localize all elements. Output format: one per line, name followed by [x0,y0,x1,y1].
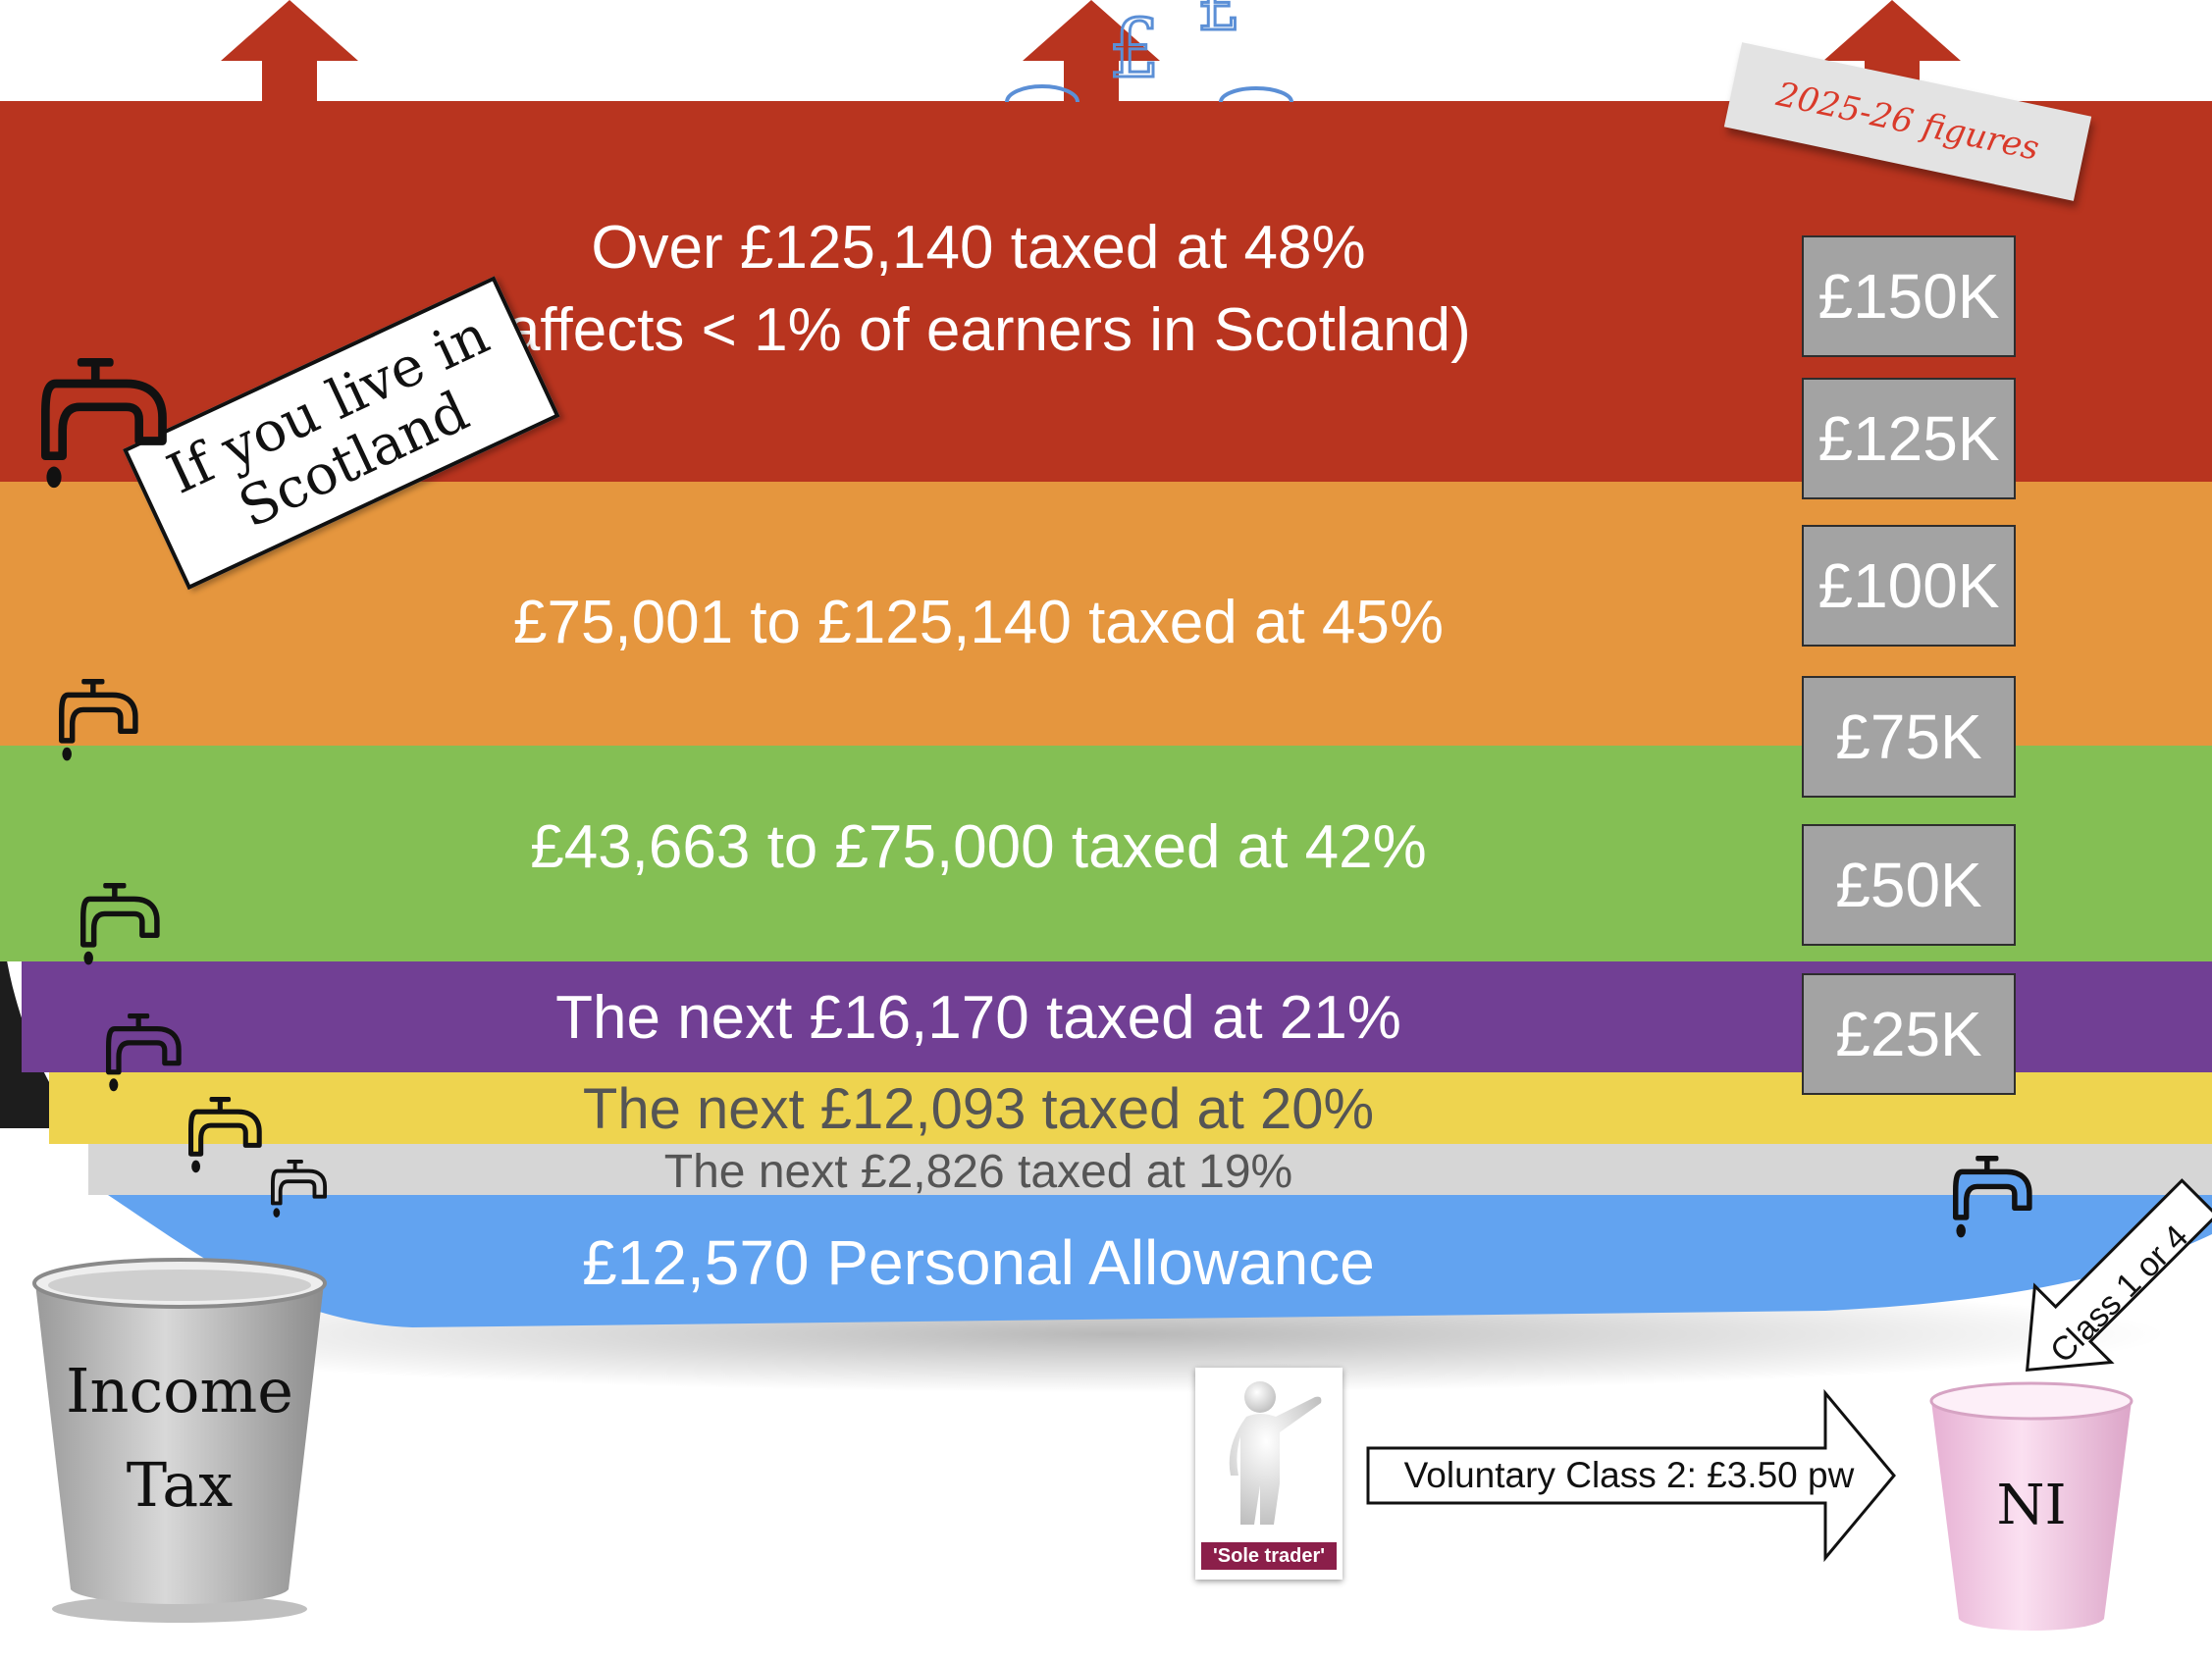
income-marker-125k: £125K [1802,378,2016,499]
sole-trader-label: 'Sole trader' [1201,1542,1337,1570]
band-19-label: The next £2,826 taxed at 19% [663,1146,1293,1198]
income-marker-100k: £100K [1802,525,2016,647]
tap-icon [188,1085,263,1183]
sole-trader-card: 'Sole trader' [1195,1368,1343,1580]
ni-bucket-label: NI [1996,1474,2067,1537]
income-tax-bucket [32,1258,327,1623]
band-19: The next £2,826 taxed at 19% [88,1144,2212,1198]
band-personal-allowance-label: £12,570 Personal Allowance [582,1227,1375,1298]
voluntary-class2-label: Voluntary Class 2: £3.50 pw [1403,1455,1855,1495]
tap-icon [106,1001,183,1103]
person-figure-icon [1229,1381,1322,1525]
income-marker-25k: £25K [1802,973,2016,1095]
band-personal-allowance-shape [108,1195,2212,1327]
ni-bucket [1929,1381,2133,1631]
tap-icon [59,665,139,773]
band-48-line1: Over £125,140 taxed at 48% [591,214,1366,282]
tap-icon [80,869,161,977]
income-tax-bucket-label: Income Tax [66,1355,293,1521]
band-45-label: £75,001 to £125,140 taxed at 45% [512,589,1444,656]
band-21-label: The next £16,170 taxed at 21% [555,984,1401,1052]
voluntary-class2-arrow [1366,1389,1896,1562]
tap-icon [271,1158,328,1219]
tap-icon [41,343,169,500]
up-arrow-icon [1823,0,1961,102]
income-marker-150k: £150K [1802,235,2016,357]
up-arrow-icon [1023,0,1160,102]
band-48-line2: (affects < 1% of earners in Scotland) [486,296,1471,364]
up-arrow-icon [221,0,358,102]
svg-text:£: £ [1109,3,1160,96]
income-marker-50k: £50K [1802,824,2016,946]
band-20-label: The next £12,093 taxed at 20% [582,1077,1375,1141]
income-marker-75k: £75K [1802,676,2016,798]
svg-text:£: £ [1197,0,1241,46]
band-42-label: £43,663 to £75,000 taxed at 42% [530,813,1427,881]
class-arrow [2026,1178,2212,1372]
pound-sign-icon: £ £ [1005,0,1293,102]
